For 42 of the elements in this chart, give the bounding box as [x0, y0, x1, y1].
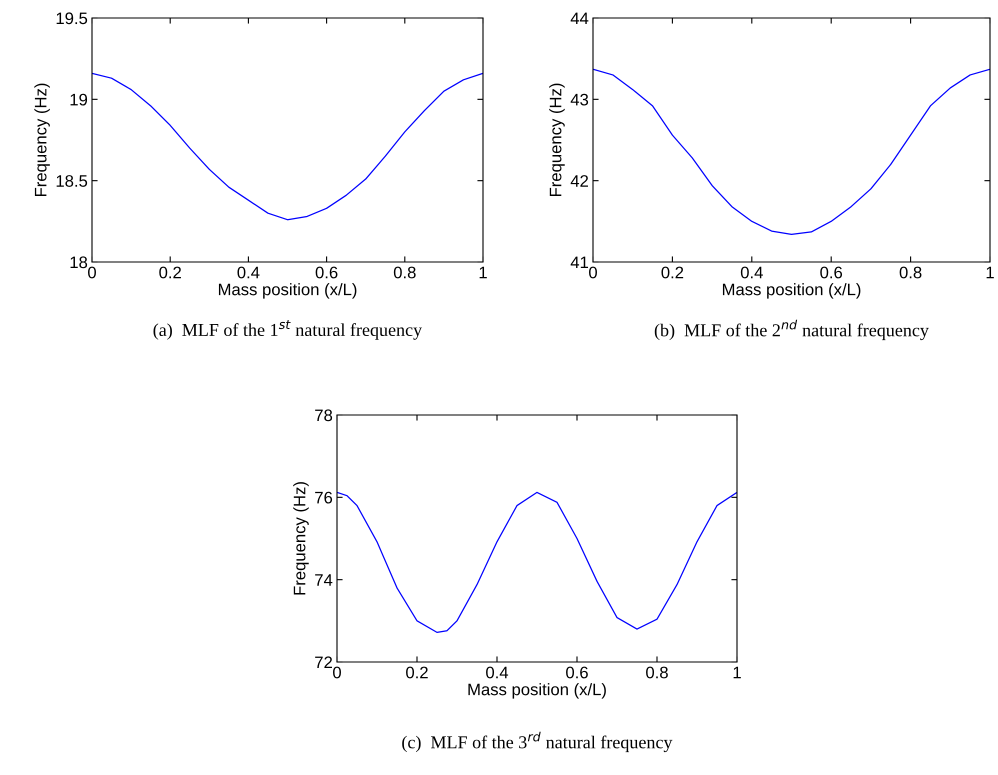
x-tick-label: 0	[589, 266, 597, 278]
x-axis-title: Mass position (x/L)	[218, 283, 356, 299]
x-tick-label: 1	[734, 666, 741, 678]
x-tick-label: 1	[986, 266, 994, 278]
line-series	[337, 492, 737, 633]
x-axis-title: Mass position (x/L)	[468, 683, 606, 699]
text: (a) MLF of the 1$^{st}$ natural frequency	[154, 320, 422, 340]
x-tick-label: 0.6	[820, 266, 842, 278]
y-tick-label: 76	[315, 492, 332, 504]
x-tick-label: 0.8	[394, 266, 416, 278]
y-tick-label: 18	[70, 256, 88, 268]
x-tick-label: 0.4	[237, 266, 260, 278]
y-tick-label: 74	[315, 574, 332, 586]
x-tick-label: 0.2	[159, 266, 181, 278]
y-tick-label: 19	[70, 94, 88, 106]
x-tick-label: 0	[333, 666, 341, 678]
y-axis-title: Frequency (Hz)	[293, 482, 309, 595]
x-tick-label: 0.2	[661, 266, 684, 278]
y-tick-label: 19.5	[56, 12, 88, 24]
y-tick-label: 18.5	[56, 175, 88, 187]
x-tick-label: 0	[88, 266, 96, 278]
x-tick-label: 1	[480, 266, 487, 278]
line-series	[92, 72, 483, 220]
y-tick-label: 72	[315, 656, 332, 668]
x-axis-title: Mass position (x/L)	[722, 283, 860, 299]
x-tick-label: 0.8	[646, 666, 668, 678]
y-axis-title: Frequency (Hz)	[34, 84, 50, 196]
x-tick-label: 0.4	[486, 666, 508, 678]
text: (b) MLF of the 2$^{nd}$ natural frequency	[654, 320, 929, 340]
x-tick-label: 0.4	[740, 266, 763, 278]
y-tick-label: 44	[570, 12, 588, 24]
x-tick-label: 0.6	[566, 666, 588, 678]
y-tick-label: 78	[315, 409, 332, 422]
x-tick-label: 0.8	[900, 266, 922, 278]
x-tick-label: 0.6	[316, 266, 338, 278]
y-tick-label: 42	[570, 175, 588, 187]
y-tick-label: 41	[570, 256, 588, 268]
x-tick-label: 0.2	[406, 666, 428, 678]
text: (c) MLF of the 3$^{rd}$ natural frequency	[402, 732, 672, 752]
line-series	[593, 68, 990, 235]
y-tick-label: 43	[570, 94, 588, 106]
y-axis-title: Frequency (Hz)	[549, 84, 565, 196]
